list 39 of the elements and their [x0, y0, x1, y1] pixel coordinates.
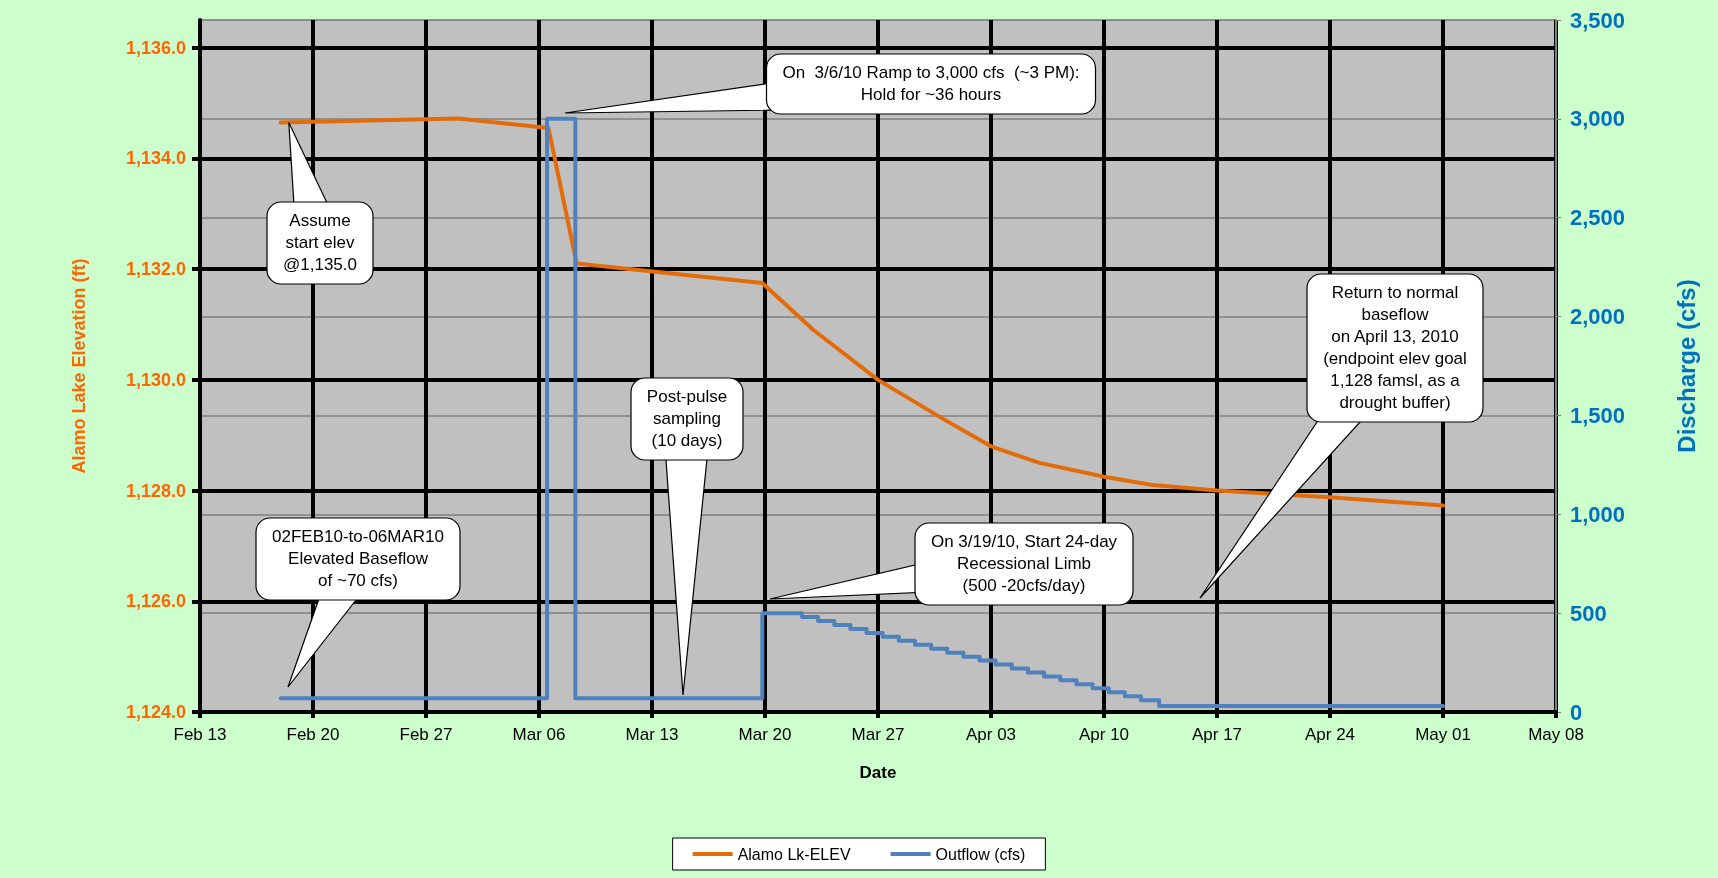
legend-label: Outflow (cfs) — [935, 845, 1026, 863]
x-tick-label: Mar 06 — [512, 725, 566, 744]
x-tick-label: May 01 — [1415, 725, 1471, 744]
y-axis-title: Alamo Lake Elevation (ft) — [69, 258, 89, 474]
y2-tick-label: 2,500 — [1570, 205, 1626, 231]
x-tick-label: May 08 — [1528, 725, 1584, 744]
annotation: Assume start elev @1,135.0 — [283, 210, 357, 276]
annotation: On 3/19/10, Start 24-day Recessional Limb (500 -20cfs/day) — [930, 531, 1118, 597]
y-tick-label: 1,134.0 — [125, 148, 186, 169]
x-axis-title: Date — [859, 763, 897, 782]
y-tick-label: 1,132.0 — [125, 259, 186, 280]
x-tick-label: Apr 17 — [1191, 725, 1243, 744]
y-tick-label: 1,126.0 — [125, 591, 186, 612]
annotation: 02FEB10-to-06MAR10 Elevated Baseflow of ~70 cfs) — [272, 526, 444, 592]
y-tick-label: 1,130.0 — [125, 369, 186, 390]
y2-tick-label: 2,000 — [1570, 304, 1626, 330]
x-tick-label: Mar 27 — [851, 725, 905, 744]
x-tick-label: Apr 10 — [1078, 725, 1130, 744]
annotation: Return to normal baseflow on April 13, 2010 (endpoint elev goal 1,128 famsl, as a drought buffer) — [1323, 282, 1467, 414]
x-tick-label: Apr 24 — [1304, 725, 1356, 744]
legend-label: Alamo Lk-ELEV — [737, 845, 851, 863]
y2-tick-label: 3,000 — [1570, 106, 1626, 132]
y2-tick-label: 3,500 — [1570, 7, 1626, 33]
y2-tick-label: 1,500 — [1570, 402, 1626, 428]
x-tick-label: Mar 13 — [625, 725, 679, 744]
annotation: On 3/6/10 Ramp to 3,000 cfs (~3 PM): Hold for ~36 hours — [782, 62, 1080, 106]
x-tick-label: Feb 20 — [286, 725, 340, 744]
x-tick-label: Apr 03 — [965, 725, 1017, 744]
y2-tick-label: 500 — [1570, 600, 1607, 626]
x-tick-label: Feb 27 — [399, 725, 453, 744]
x-tick-label: Feb 13 — [173, 725, 227, 744]
x-tick-label: Mar 20 — [738, 725, 792, 744]
y2-tick-label: 1,000 — [1570, 501, 1626, 527]
annotation: Post-pulse sampling (10 days) — [646, 386, 728, 452]
y-tick-label: 1,124.0 — [125, 702, 186, 722]
y2-tick-label: 0 — [1570, 699, 1583, 725]
y-tick-label: 1,128.0 — [125, 480, 186, 501]
y-tick-label: 1,136.0 — [125, 37, 186, 58]
y2-axis-title: Discharge (cfs) — [1672, 279, 1700, 453]
